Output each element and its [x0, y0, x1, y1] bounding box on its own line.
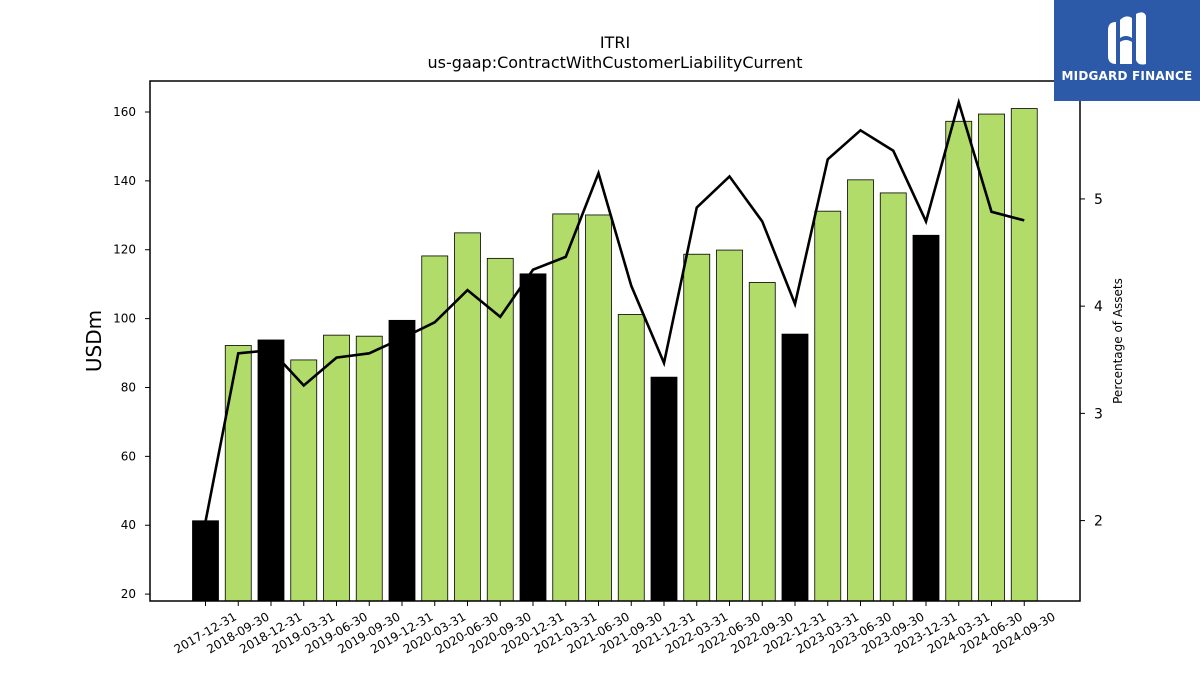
y-tick-label: 40	[121, 518, 136, 532]
right-y-axis: 2 3 4 5	[1080, 192, 1103, 530]
y-tick-label: 160	[113, 105, 136, 119]
bar-2018-09-30	[224, 345, 252, 602]
bar-2024-06-30	[978, 113, 1005, 602]
bar-2021-06-30	[585, 214, 612, 602]
y-tick-label: 60	[121, 449, 136, 463]
chart-subtitle: us-gaap:ContractWithCustomerLiabilityCur…	[428, 53, 803, 72]
bar-2020-03-31	[421, 255, 449, 602]
percentage-line-series	[204, 97, 1025, 522]
brand-logo: MIDGARD FINANCE	[1054, 0, 1200, 101]
bar-series	[192, 108, 1038, 602]
bar-2019-12-31	[388, 319, 416, 602]
bar-2022-03-31	[683, 253, 711, 602]
y-axis-label: USDm	[82, 310, 106, 372]
bar-2023-09-30	[879, 192, 907, 602]
y-tick-label: 140	[113, 174, 136, 188]
bar-2023-06-30	[847, 179, 874, 602]
y-tick-label: 120	[113, 243, 136, 257]
midgard-logo-icon	[1108, 12, 1146, 65]
y2-tick-label: 5	[1094, 192, 1103, 208]
bar-2022-09-30	[748, 282, 776, 602]
bar-2024-09-30	[1010, 108, 1038, 602]
y2-tick-label: 2	[1094, 514, 1103, 530]
bar-2021-03-31	[552, 213, 580, 602]
bar-2017-12-31	[192, 520, 219, 602]
brand-name: MIDGARD FINANCE	[1061, 69, 1193, 83]
y2-tick-label: 4	[1094, 299, 1103, 315]
left-y-axis: 20 40 60 80 100 120 140 160	[113, 105, 150, 601]
plot-frame	[149, 80, 1081, 602]
bar-2024-03-31	[945, 120, 973, 602]
bar-2019-06-30	[323, 334, 350, 602]
y-tick-label: 100	[113, 312, 136, 326]
bar-2023-12-31	[912, 234, 940, 602]
y2-axis-label: Percentage of Assets	[1111, 278, 1125, 404]
bar-2021-09-30	[617, 314, 645, 602]
y-tick-label: 20	[121, 587, 136, 601]
bar-2019-09-30	[355, 335, 383, 602]
bar-2020-06-30	[454, 232, 481, 602]
bar-2022-12-31	[781, 333, 809, 602]
percentage-of-assets-line	[204, 97, 1025, 522]
chart-title: ITRI	[600, 33, 630, 52]
bar-2020-12-31	[519, 273, 547, 602]
bar-2023-03-31	[814, 210, 842, 602]
y2-tick-label: 3	[1094, 406, 1103, 422]
bar-2018-12-31	[257, 339, 285, 602]
x-axis: 2017-12-312018-09-302018-12-312019-03-31…	[172, 601, 1058, 656]
y-tick-label: 80	[121, 380, 136, 394]
bar-2021-12-31	[650, 376, 678, 602]
bar-2022-06-30	[716, 249, 743, 602]
bar-2019-03-31	[290, 359, 318, 602]
